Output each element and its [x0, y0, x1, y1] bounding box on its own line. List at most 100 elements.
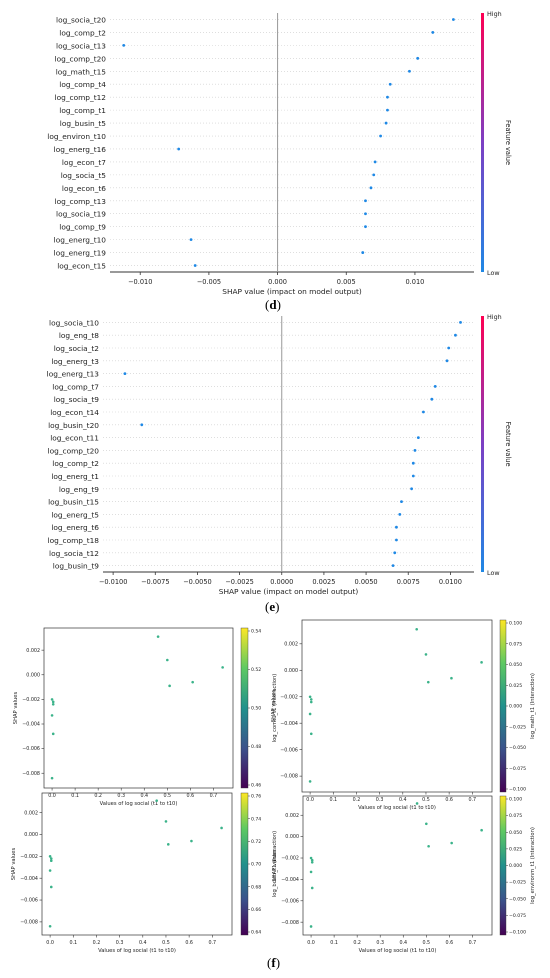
x-axis-label: SHAP value (impact on model output)	[222, 287, 362, 296]
colorbar-tick-label: 0.54	[251, 629, 261, 635]
colorbar-tick-label: −0.075	[509, 766, 526, 772]
x-axis-label: Values of log social (t1 to t10)	[100, 801, 178, 807]
feature-label: log_econ_t14	[50, 408, 99, 417]
colorbar-tick-label: −0.100	[509, 930, 526, 936]
shap-point	[386, 95, 389, 99]
dependence-point	[450, 676, 453, 680]
feature-label: log_comp_t12	[55, 93, 106, 102]
dependence-point	[309, 732, 313, 736]
dependence-point	[49, 859, 53, 863]
colorbar	[499, 795, 507, 936]
colorbar-tick-label: 0.000	[509, 704, 522, 710]
shap-point	[122, 43, 126, 47]
feature-label: log_comp_t1	[59, 106, 106, 115]
caption-e: (e)	[265, 599, 280, 614]
feature-label: log_comp_t2	[52, 459, 99, 468]
y-tick-label: −0.006	[22, 746, 40, 752]
y-tick-label: 0.000	[285, 834, 299, 840]
feature-label: log_comp_t4	[59, 80, 106, 89]
x-tick-label: 0.3	[376, 797, 384, 803]
colorbar-tick-label: 0.64	[251, 930, 261, 936]
y-tick-label: 0.000	[284, 668, 298, 674]
dependence-point	[48, 855, 52, 858]
shap-point	[447, 346, 451, 350]
colorbar	[481, 13, 484, 272]
colorbar-title: log_busin_t1 (Interaction)	[272, 831, 278, 897]
shap-point	[410, 487, 414, 491]
y-tick-label: −0.006	[280, 747, 298, 753]
y-tick-label: −0.008	[280, 774, 298, 780]
colorbar-tick-label: 0.025	[509, 846, 522, 852]
dependence-point	[308, 780, 312, 783]
colorbar-tick-label: 0.050	[509, 662, 522, 668]
feature-label: log_socia_t12	[49, 549, 99, 558]
dependence-point	[308, 712, 312, 716]
feature-label: log_energ_t16	[54, 145, 107, 154]
dependence-point	[427, 844, 430, 848]
feature-label: log_busin_t20	[48, 421, 99, 430]
colorbar-high-label: High	[487, 10, 502, 18]
x-tick-label: 0.4	[139, 940, 147, 946]
dependence-point	[190, 839, 193, 843]
shap-point	[364, 225, 367, 229]
colorbar-tick-label: 0.74	[251, 816, 261, 822]
x-tick-label: 0.7	[210, 793, 218, 799]
feature-label: log_eng_t8	[59, 331, 99, 340]
dependence-point	[156, 635, 160, 638]
x-tick-label: 0.3	[116, 940, 124, 946]
shap-point	[451, 18, 455, 21]
x-tick-label: 0.1	[330, 940, 338, 946]
colorbar-low-label: Low	[487, 269, 500, 277]
x-tick-label: 0.0000	[270, 578, 293, 586]
colorbar-tick-label: 0.72	[251, 839, 261, 845]
dependence-point	[51, 732, 55, 736]
x-axis-label: Values of log social (t1 to t10)	[98, 948, 176, 954]
shap-point	[400, 500, 403, 503]
caption-d: (d)	[265, 297, 281, 312]
shap-point	[369, 186, 373, 190]
dependence-point	[48, 924, 52, 928]
y-tick-label: −0.002	[280, 694, 298, 700]
y-axis-label: SHAP values	[11, 848, 17, 881]
x-tick-label: 0.000	[268, 278, 287, 286]
y-tick-label: −0.004	[22, 722, 40, 728]
feature-label: log_eng_t9	[59, 485, 99, 494]
colorbar	[240, 792, 249, 936]
dependence-point	[51, 700, 55, 704]
shap-dependence-chart-f2: 0.0 0.1 0.2 0.3 0.4 0.5 0.6 0.7 0.002 0.000 −0.002…	[271, 619, 536, 811]
y-tick-label: −0.004	[20, 876, 38, 882]
x-tick-label: 0.4	[140, 793, 148, 799]
shap-point	[361, 251, 365, 254]
shap-point	[422, 410, 425, 414]
feature-label: log_busin_t15	[48, 498, 99, 507]
y-tick-label: 0.002	[26, 648, 40, 654]
x-tick-label: 0.0	[307, 940, 315, 946]
dependence-point	[424, 653, 428, 656]
shap-point	[364, 212, 367, 216]
x-tick-label: 0.0075	[397, 578, 420, 586]
shap-point	[416, 56, 420, 60]
feature-label: log_econ_t6	[62, 184, 106, 193]
shap-point	[408, 69, 411, 73]
y-tick-label: −0.008	[22, 771, 40, 777]
x-tick-label: 0.7	[468, 797, 476, 803]
feature-label: log_socia_t5	[61, 171, 107, 180]
x-tick-label: 0.0	[48, 793, 56, 799]
feature-label: log_energ_t19	[54, 249, 107, 258]
shap-point	[416, 436, 420, 439]
shap-point	[123, 372, 127, 375]
dependence-point	[425, 822, 428, 826]
dependence-point	[48, 869, 52, 872]
x-tick-label: 0.0	[306, 797, 314, 803]
colorbar-low-label: Low	[487, 569, 500, 577]
feature-label: log_energ_t13	[47, 370, 100, 379]
x-tick-label: 0.5	[422, 797, 430, 803]
colorbar-tick-label: 0.100	[509, 797, 522, 803]
feature-label: log_environ_t10	[47, 132, 106, 141]
colorbar-tick-label: 0.050	[509, 830, 522, 836]
dependence-point	[50, 698, 54, 701]
plot-frame	[301, 619, 493, 793]
x-tick-label: 0.0050	[355, 578, 378, 586]
x-tick-label: 0.2	[94, 793, 102, 799]
shap-point	[411, 474, 415, 478]
